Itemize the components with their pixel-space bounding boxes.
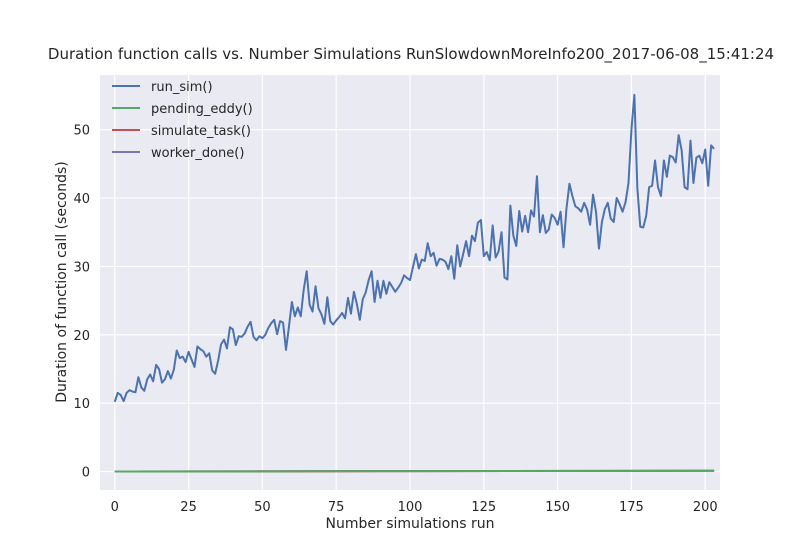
x-tick-label: 125: [471, 500, 496, 515]
y-tick-label: 20: [73, 329, 90, 344]
series-lines: [113, 93, 715, 473]
x-tick-label: 200: [693, 500, 718, 515]
y-axis-label: Duration of function call (seconds): [54, 161, 70, 403]
y-tick-label: 40: [73, 192, 90, 207]
x-tick-label: 25: [180, 500, 197, 515]
y-axis-ticks: 0 10 20 30 40 50: [73, 124, 90, 481]
legend-label: simulate_task(): [151, 124, 251, 139]
legend-label: run_sim(): [151, 80, 213, 95]
series-line-run-sim: [113, 93, 715, 403]
y-tick-label: 30: [73, 260, 90, 275]
x-tick-label: 100: [398, 500, 423, 515]
x-tick-label: 0: [111, 500, 119, 515]
legend-label: pending_eddy(): [151, 102, 253, 117]
x-axis-ticks: 0 25 50 75 100 125 150 175 200: [111, 500, 718, 515]
legend-label: worker_done(): [151, 146, 244, 161]
series-line-pending-eddy: [114, 469, 715, 473]
x-tick-label: 150: [545, 500, 570, 515]
chart-title: Duration function calls vs. Number Simul…: [48, 45, 774, 64]
legend: run_sim() pending_eddy() simulate_task()wo…: [112, 80, 253, 161]
x-axis-label: Number simulations run: [326, 516, 495, 532]
y-tick-label: 10: [73, 397, 90, 412]
x-tick-label: 175: [619, 500, 644, 515]
x-tick-label: 50: [254, 500, 271, 515]
y-tick-label: 50: [73, 124, 90, 139]
x-tick-label: 75: [328, 500, 345, 515]
y-tick-label: 0: [82, 466, 90, 481]
